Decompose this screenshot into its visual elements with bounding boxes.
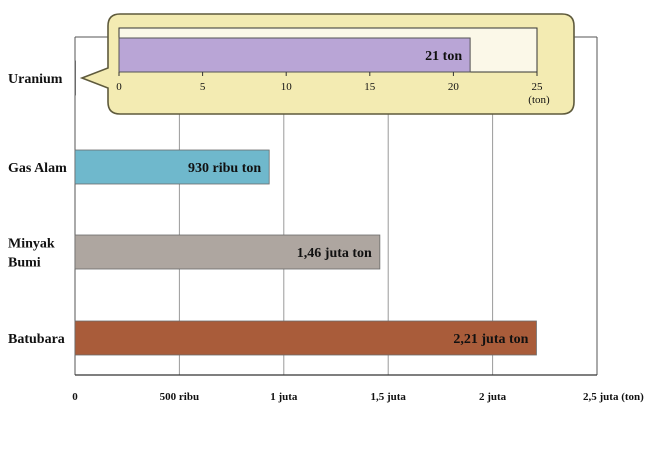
value-label-batubara: 2,21 juta ton — [453, 332, 528, 347]
x-tick-label: 1 juta — [270, 391, 298, 403]
bar-batubara — [74, 320, 537, 356]
x-tick-label: 0 — [72, 391, 78, 403]
inset-x-tick-label: 20 — [448, 81, 460, 93]
inset-value-label-uranium: 21 ton — [425, 49, 462, 64]
category-label-line: Batubara — [8, 332, 65, 347]
inset-bar-uranium — [118, 37, 471, 73]
x-tick-label: 1,5 juta — [370, 391, 406, 403]
inset-unit-label: (ton) — [528, 94, 550, 106]
category-label-line: Minyak — [8, 237, 55, 252]
category-label-line: Bumi — [8, 256, 41, 271]
inset-x-tick-label: 25 — [532, 81, 544, 93]
x-tick-label: 2 juta — [479, 391, 507, 403]
inset-x-tick-label: 10 — [281, 81, 293, 93]
category-label-minyak-bumi: Minyak Bumi — [8, 237, 55, 271]
x-tick-label: 500 ribu — [160, 391, 199, 403]
inset-x-tick-label: 0 — [116, 81, 122, 93]
value-label-gas-alam: 930 ribu ton — [188, 161, 261, 176]
bar-uranium — [74, 60, 77, 96]
bar-gas-alam — [74, 149, 270, 185]
category-label-line: Uranium — [8, 72, 63, 87]
category-label-gas-alam: Gas Alam — [8, 161, 67, 176]
x-tick-label: 2,5 juta (ton) — [583, 391, 644, 403]
value-label-minyak-bumi: 1,46 juta ton — [297, 246, 372, 261]
inset-x-tick-label: 15 — [364, 81, 376, 93]
category-label-batubara: Batubara — [8, 332, 65, 347]
category-label-uranium: Uranium — [8, 72, 63, 87]
bar-minyak-bumi — [74, 234, 381, 270]
inset-x-tick-label: 5 — [200, 81, 206, 93]
category-label-line: Gas Alam — [8, 161, 67, 176]
